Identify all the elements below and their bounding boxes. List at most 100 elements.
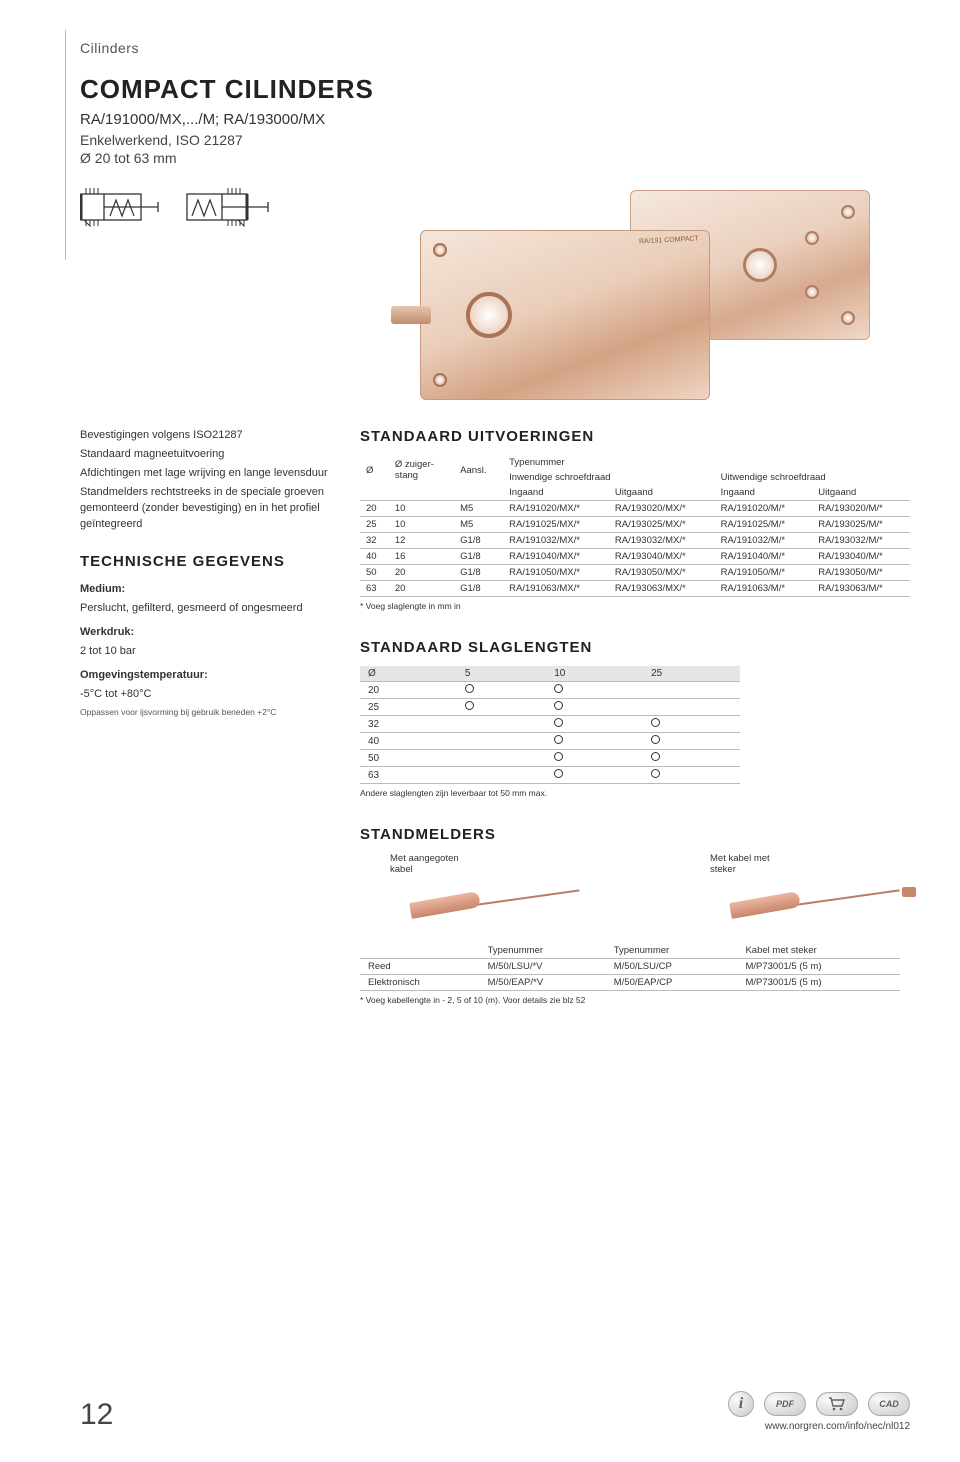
table-cell: RA/193020/M/* — [812, 501, 910, 517]
sensor-label-cable: Met aangegoten kabel — [390, 853, 590, 875]
th-zuiger: Ø zuiger- stang — [389, 455, 454, 485]
table-cell: RA/191032/M/* — [715, 533, 813, 549]
table-cell — [643, 733, 740, 750]
product-photo: RA/191 COMPACT — [390, 150, 900, 410]
table-cell: 20 — [389, 581, 454, 597]
available-marker — [651, 735, 660, 744]
table-row: ElektronischM/50/EAP/*VM/50/EAP/CPM/P730… — [360, 975, 900, 991]
table-cell: Reed — [360, 959, 480, 975]
medium-label: Medium: — [80, 582, 330, 598]
category-label: Cilinders — [80, 40, 910, 56]
available-marker — [651, 752, 660, 761]
symbol-cylinder-right — [186, 186, 274, 228]
table-cell: 20 — [389, 565, 454, 581]
table-cell: Elektronisch — [360, 975, 480, 991]
table-cell: 20 — [360, 501, 389, 517]
table-cell: RA/191040/M/* — [715, 549, 813, 565]
table-cell: M/P73001/5 (5 m) — [737, 975, 900, 991]
available-marker — [554, 718, 563, 727]
table-cell: RA/191050/MX/* — [503, 565, 609, 581]
table-cell: RA/193032/MX/* — [609, 533, 715, 549]
table-cell: 40 — [360, 549, 389, 565]
table-cell — [643, 716, 740, 733]
th-aansl: Aansl. — [454, 455, 503, 485]
table-cell: RA/193025/MX/* — [609, 517, 715, 533]
table-cell — [643, 699, 740, 716]
cart-icon[interactable] — [816, 1392, 858, 1416]
table-row: 4016G1/8RA/191040/MX/*RA/193040/MX/*RA/1… — [360, 549, 910, 565]
feature-item: Standaard magneetuitvoering — [80, 447, 330, 463]
uitvoeringen-table: Ø Ø zuiger- stang Aansl. Typenummer Inwe… — [360, 455, 910, 597]
sensor-image-cable — [390, 879, 590, 929]
th-diameter: Ø — [360, 455, 389, 485]
table-cell: G1/8 — [454, 565, 503, 581]
table-cell: 16 — [389, 549, 454, 565]
available-marker — [554, 684, 563, 693]
table-header: Kabel met steker — [737, 943, 900, 959]
table-cell: 63 — [360, 767, 457, 784]
werkdruk-value: 2 tot 10 bar — [80, 644, 330, 660]
table-cell: RA/193040/MX/* — [609, 549, 715, 565]
sub-subtitle: Enkelwerkend, ISO 21287 — [80, 132, 910, 148]
slaglengten-footnote: Andere slaglengten zijn leverbaar tot 50… — [360, 788, 910, 798]
available-marker — [651, 718, 660, 727]
info-icon[interactable]: i — [728, 1391, 754, 1417]
table-row: 50 — [360, 750, 740, 767]
table-header: Ø — [360, 666, 457, 682]
th-ingaand: Ingaand — [715, 485, 813, 501]
available-marker — [554, 752, 563, 761]
sensor-image-plug — [710, 879, 910, 929]
available-marker — [554, 701, 563, 710]
table-cell — [546, 767, 643, 784]
footer-icons: i PDF CAD — [728, 1391, 910, 1417]
table-cell: RA/191063/M/* — [715, 581, 813, 597]
feature-item: Standmelders rechtstreeks in de speciale… — [80, 485, 330, 533]
page-title: COMPACT CILINDERS — [80, 74, 910, 105]
feature-item: Bevestigingen volgens ISO21287 — [80, 428, 330, 444]
available-marker — [465, 684, 474, 693]
table-header: Typenummer — [480, 943, 606, 959]
table-cell: M5 — [454, 517, 503, 533]
table-cell: RA/191040/MX/* — [503, 549, 609, 565]
table-row: ReedM/50/LSU/*VM/50/LSU/CPM/P73001/5 (5 … — [360, 959, 900, 975]
table-cell: G1/8 — [454, 549, 503, 565]
table-cell — [457, 682, 546, 699]
uitvoeringen-footnote: * Voeg slaglengte in mm in — [360, 601, 910, 611]
th-uitgaand: Uitgaand — [609, 485, 715, 501]
table-row: 25 — [360, 699, 740, 716]
table-row: 20 — [360, 682, 740, 699]
footer-url: www.norgren.com/info/nec/nl012 — [765, 1421, 910, 1432]
table-cell: 32 — [360, 533, 389, 549]
uitvoeringen-section: STANDAARD UITVOERINGEN Ø Ø zuiger- stang… — [360, 428, 910, 611]
cad-icon[interactable]: CAD — [868, 1392, 910, 1416]
pdf-icon[interactable]: PDF — [764, 1392, 806, 1416]
table-header: 25 — [643, 666, 740, 682]
table-cell — [546, 716, 643, 733]
uitvoeringen-heading: STANDAARD UITVOERINGEN — [360, 428, 910, 445]
temp-label: Omgevingstemperatuur: — [80, 668, 330, 684]
table-cell: RA/193063/M/* — [812, 581, 910, 597]
table-cell: M/50/EAP/CP — [606, 975, 738, 991]
table-row: 5020G1/8RA/191050/MX/*RA/193050/MX/*RA/1… — [360, 565, 910, 581]
table-cell — [457, 750, 546, 767]
standmelders-footnote: * Voeg kabellengte in - 2, 5 of 10 (m). … — [360, 995, 910, 1005]
table-cell: RA/193020/MX/* — [609, 501, 715, 517]
table-cell: 50 — [360, 750, 457, 767]
table-cell: RA/193050/M/* — [812, 565, 910, 581]
table-cell — [546, 699, 643, 716]
feature-item: Afdichtingen met lage wrijving en lange … — [80, 466, 330, 482]
table-cell: 32 — [360, 716, 457, 733]
th-uitgaand: Uitgaand — [812, 485, 910, 501]
table-cell — [457, 767, 546, 784]
temp-value: -5°C tot +80°C — [80, 687, 330, 703]
table-cell: 25 — [360, 699, 457, 716]
table-cell: 20 — [360, 682, 457, 699]
sensor-label-plug: Met kabel met steker — [710, 853, 910, 875]
available-marker — [651, 769, 660, 778]
table-cell: 50 — [360, 565, 389, 581]
table-cell: RA/193025/M/* — [812, 517, 910, 533]
table-row: 32 — [360, 716, 740, 733]
th-ingaand: Ingaand — [503, 485, 609, 501]
standmelders-table: TypenummerTypenummerKabel met steker Ree… — [360, 943, 900, 991]
th-inwendige: Inwendige schroefdraad — [503, 470, 714, 485]
